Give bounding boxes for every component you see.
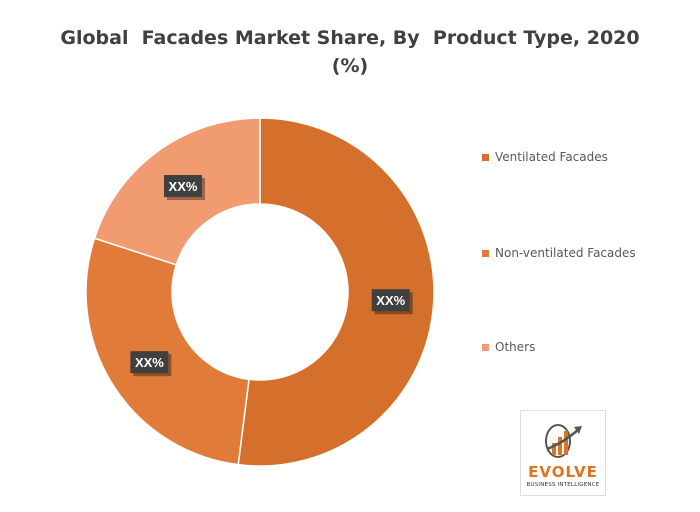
bar-chart-arrow-icon: [545, 424, 582, 458]
legend-swatch-ventilated: [482, 153, 489, 161]
data-label-non-ventilated: XX%: [130, 351, 172, 377]
data-label-ventilated: XX%: [371, 289, 413, 315]
legend-swatch-non-ventilated: [482, 249, 489, 257]
logo-wordmark: EVOLVE: [528, 463, 598, 481]
chart-title: Global Facades Market Share, By Product …: [0, 24, 700, 80]
legend-item-non-ventilated: Non-ventilated Facades: [482, 246, 636, 260]
legend-label-non-ventilated: Non-ventilated Facades: [495, 246, 636, 260]
chart-title-line-2: (%): [331, 55, 369, 77]
data-label-text-ventilated: XX%: [376, 293, 405, 308]
legend-swatch-others: [482, 343, 489, 351]
data-label-text-others: XX%: [169, 179, 198, 194]
data-label-text-non-ventilated: XX%: [135, 355, 164, 370]
chart-title-line-1: Global Facades Market Share, By Product …: [60, 27, 640, 49]
legend-label-others: Others: [495, 340, 536, 354]
legend-item-ventilated: Ventilated Facades: [482, 150, 608, 164]
legend-item-others: Others: [482, 340, 535, 354]
logo-tagline: BUSINESS INTELLIGENCE: [526, 482, 600, 488]
evolve-logo: EVOLVE BUSINESS INTELLIGENCE: [520, 410, 606, 496]
slice-ventilated: [237, 117, 435, 467]
legend-label-ventilated: Ventilated Facades: [495, 150, 608, 164]
data-label-others: XX%: [164, 175, 206, 201]
